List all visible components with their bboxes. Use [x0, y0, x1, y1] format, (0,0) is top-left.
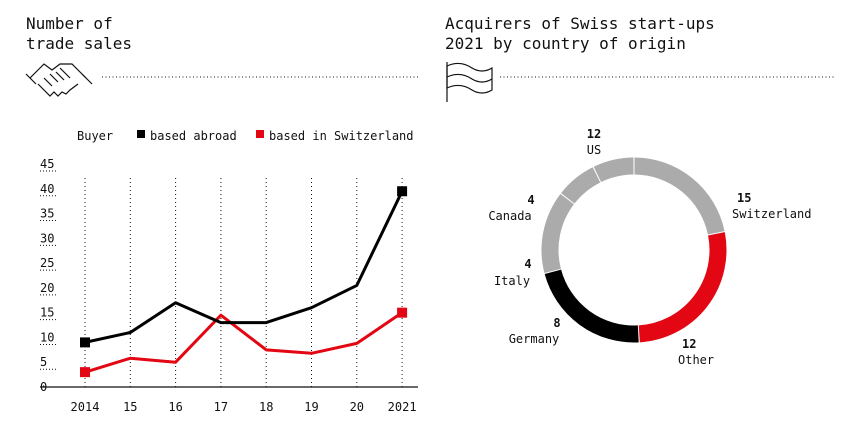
- y-tick-label: 45: [40, 157, 54, 171]
- series-line-abroad: [84, 190, 404, 344]
- legend-swatch-abroad: [137, 130, 145, 138]
- slice-name-label: Other: [678, 353, 714, 367]
- slice-name-label: Canada: [488, 209, 531, 223]
- series-end-marker: [397, 186, 408, 197]
- donut-slice-canada: [593, 157, 634, 183]
- y-tick-label: 20: [40, 281, 54, 295]
- legend-title: Buyer: [77, 129, 113, 143]
- donut-slice-switzerland: [638, 232, 727, 343]
- series-line-switzerland: [84, 311, 403, 374]
- legend-label-abroad: based abroad: [150, 129, 237, 143]
- x-tick-label: 19: [304, 400, 318, 414]
- handshake-icon: [25, 63, 93, 97]
- x-tick-label: 18: [259, 400, 273, 414]
- slice-value-label: 15: [737, 191, 751, 205]
- legend-swatch-switzerland: [256, 130, 264, 138]
- donut-chart: 12 US 15 Switzerland 12 Other 8 Germany 4 Italy 4 C…: [488, 127, 811, 367]
- x-tick-label: 2021: [388, 400, 417, 414]
- legend-label-switzerland: based in Switzerland: [269, 129, 414, 143]
- x-tick-label: 15: [123, 400, 137, 414]
- y-tick-label: 40: [40, 182, 54, 196]
- x-tick-label: 2014: [71, 400, 100, 414]
- series-end-marker: [80, 337, 90, 348]
- slice-name-label: US: [587, 143, 601, 157]
- x-tick-label: 17: [214, 400, 228, 414]
- donut-slice-other: [544, 269, 639, 343]
- slice-value-label: 4: [524, 257, 531, 271]
- series-end-marker: [80, 367, 90, 378]
- y-tick-label: 35: [40, 207, 54, 221]
- donut-slice-us: [634, 157, 725, 235]
- donut-slice-germany: [541, 193, 575, 273]
- x-tick-label: 16: [168, 400, 182, 414]
- chart-legend: Buyer based abroad based in Switzerland: [77, 129, 414, 143]
- slice-name-label: Germany: [509, 332, 560, 346]
- slice-name-label: Italy: [494, 274, 530, 288]
- slice-value-label: 8: [553, 316, 560, 330]
- x-tick-label: 20: [350, 400, 364, 414]
- right-chart-title: Acquirers of Swiss start-ups 2021 by cou…: [445, 14, 715, 53]
- flag-icon: [446, 62, 493, 102]
- slice-name-label: Switzerland: [732, 207, 811, 221]
- y-tick-label: 25: [40, 256, 54, 270]
- y-tick-label: 15: [40, 306, 54, 320]
- y-tick-label: 5: [40, 355, 47, 369]
- y-tick-label: 30: [40, 231, 54, 245]
- slice-value-label: 12: [587, 127, 601, 141]
- donut-slice-italy: [561, 167, 601, 204]
- series-end-marker: [397, 307, 408, 318]
- y-tick-label: 10: [40, 330, 54, 344]
- slice-value-label: 4: [527, 193, 534, 207]
- left-chart-title: Number of trade sales: [26, 14, 132, 53]
- slice-value-label: 12: [682, 337, 696, 351]
